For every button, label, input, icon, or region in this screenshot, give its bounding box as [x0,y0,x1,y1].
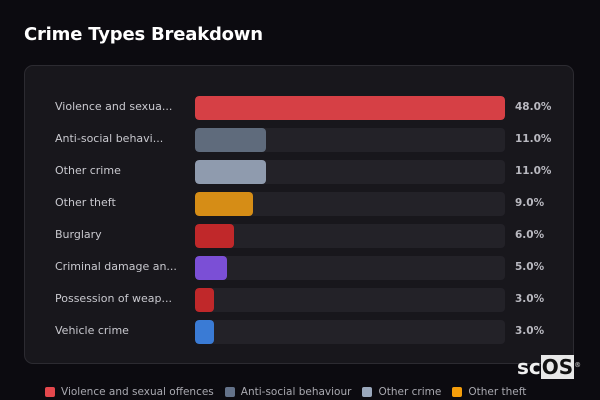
bar-fill[interactable] [195,224,234,248]
bar-fill[interactable] [195,96,505,120]
bar-row[interactable]: Vehicle crime 3.0% [25,320,573,344]
bar-row[interactable]: Other crime 11.0% [25,160,573,184]
bar-track [195,96,505,120]
legend-item[interactable]: Other theft [452,386,526,398]
bar-track [195,320,505,344]
bar-track [195,288,505,312]
bar-label: Other crime [55,164,121,177]
bar-fill[interactable] [195,288,214,312]
bar-fill[interactable] [195,256,227,280]
bar-row[interactable]: Other theft 9.0% [25,192,573,216]
legend-swatch-icon [362,387,373,397]
bar-value: 11.0% [515,133,552,145]
bar-row[interactable]: Violence and sexua... 48.0% [25,96,573,120]
chart-card: Violence and sexua... 48.0% Anti-social be… [24,65,574,364]
bar-value: 9.0% [515,197,545,209]
bar-fill[interactable] [195,128,266,152]
legend-item[interactable]: Other crime [362,386,441,398]
logo-prefix: sc [517,355,541,379]
bar-row[interactable]: Criminal damage an... 5.0% [25,256,573,280]
legend-swatch-icon [452,387,463,397]
bar-label: Anti-social behavi... [55,132,164,145]
bar-row[interactable]: Burglary 6.0% [25,224,573,248]
chart-title: Crime Types Breakdown [24,24,263,45]
bar-value: 3.0% [515,293,545,305]
bar-row[interactable]: Anti-social behavi... 11.0% [25,128,573,152]
bar-track [195,160,505,184]
legend-swatch-icon [224,387,235,397]
bar-track [195,224,505,248]
bar-value: 5.0% [515,261,545,273]
bar-label: Possession of weap... [55,292,172,305]
bar-fill[interactable] [195,192,253,216]
bar-label: Violence and sexua... [55,100,173,113]
bar-track [195,128,505,152]
bar-value: 6.0% [515,229,545,241]
legend-swatch-icon [45,387,55,397]
legend-label: Other crime [378,386,442,398]
bar-track [195,256,505,280]
logo-boxed: OS [540,355,575,379]
legend-item[interactable]: Anti-social behaviour [224,386,352,398]
bar-fill[interactable] [195,160,266,184]
chart-legend: Violence and sexual offences Anti-social … [45,386,537,398]
bar-track [195,192,505,216]
legend-label: Anti-social behaviour [240,386,352,398]
bar-label: Other theft [55,196,116,209]
bar-row[interactable]: Possession of weap... 3.0% [25,288,573,312]
scos-logo: scOS ® [517,355,581,379]
legend-label: Other theft [468,386,527,398]
bar-fill[interactable] [195,320,214,344]
bar-value: 3.0% [515,325,545,337]
bar-value: 11.0% [515,165,552,177]
bar-label: Vehicle crime [55,324,129,337]
bar-label: Burglary [55,228,102,241]
bar-value: 48.0% [515,101,552,113]
bar-label: Criminal damage an... [55,260,177,273]
legend-item[interactable]: Violence and sexual offences [45,386,214,398]
legend-label: Violence and sexual offences [61,386,214,398]
registered-mark-icon: ® [574,361,582,369]
